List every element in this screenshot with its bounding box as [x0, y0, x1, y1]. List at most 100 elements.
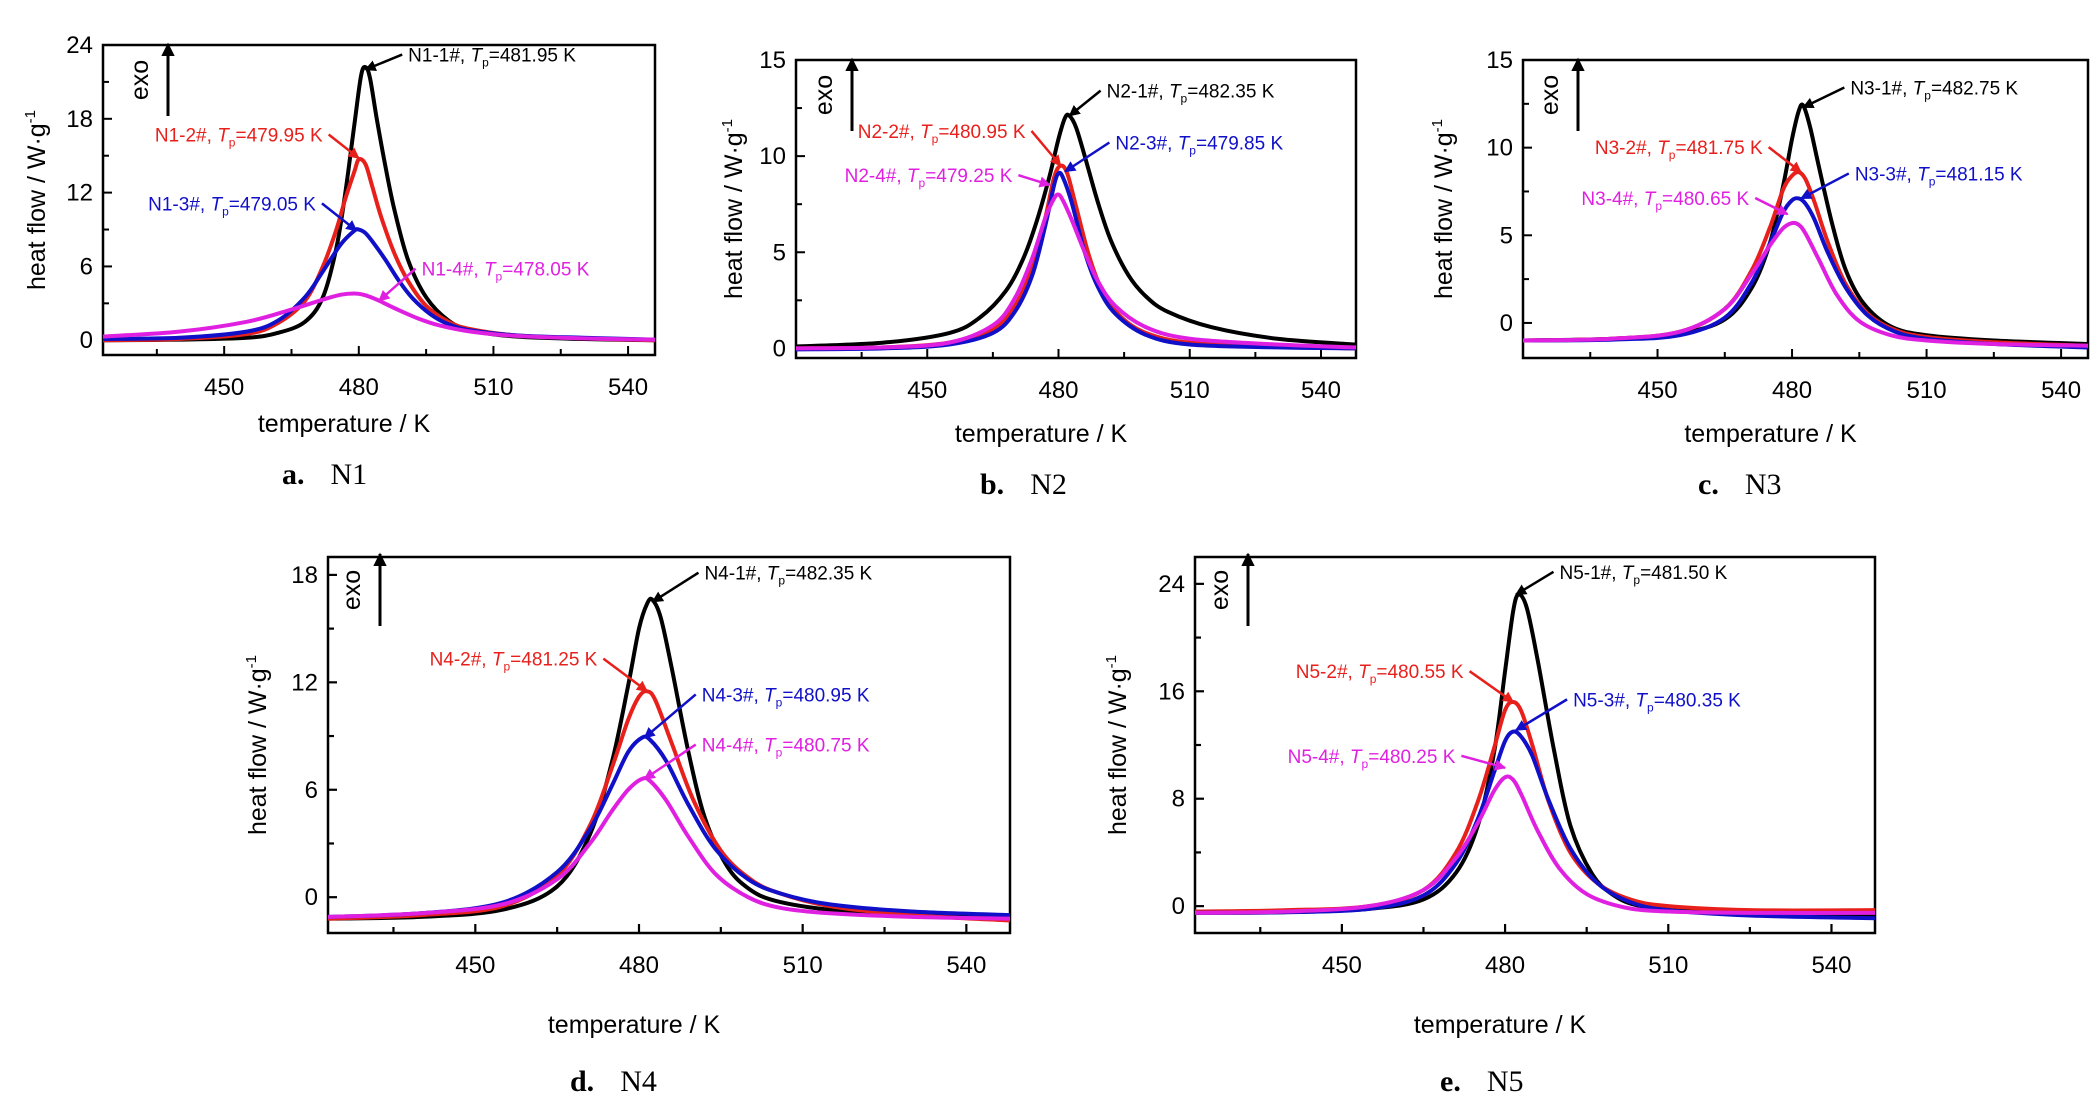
panel-a: 450 480 510 540 0 6 12 18 24 temperature / K heat …	[0, 0, 680, 520]
annotation-label: N2-3#, Tp=479.85 K	[1115, 134, 1283, 158]
y-axis-title: heat flow / W·g-1	[1429, 119, 1458, 299]
series-line-N5-4	[1194, 774, 1876, 915]
x-tick-label: 510	[783, 952, 823, 979]
series-line-N4-1	[327, 596, 1011, 921]
plot-frame	[794, 58, 1358, 360]
annotation-arrow	[1018, 174, 1051, 188]
annotation-series: N2-3#,	[1115, 134, 1177, 155]
x-tick-label: 450	[204, 374, 244, 401]
annotation-tp-value: =482.35 K	[1187, 82, 1274, 103]
x-tick-label: 480	[1772, 377, 1812, 404]
annotation-tp-value: =480.35 K	[1654, 690, 1741, 711]
y-tick-label: 0	[1500, 310, 1513, 337]
y-tick-label: 0	[1172, 893, 1185, 920]
y-tick-label: 5	[1500, 222, 1513, 249]
annotation-arrow	[1030, 130, 1062, 167]
annotation-tp-value: =480.25 K	[1368, 747, 1455, 768]
annotation-tp-symbol: T	[764, 685, 777, 706]
x-tick-label: 540	[1811, 952, 1851, 979]
chart-svg-d: 450 480 510 540 0 6 12 18 temperature / K heat fl…	[243, 552, 1012, 1039]
exo-label: exo	[1536, 75, 1564, 115]
annotation-arrow	[1767, 146, 1802, 174]
annotation-series: N3-4#,	[1581, 189, 1643, 210]
y-axis-title: heat flow / W·g-1	[22, 110, 51, 290]
annotation-tp-subscript: p	[1189, 144, 1196, 158]
annotation-tp-subscript: p	[932, 132, 939, 146]
annotation-label: N4-1#, Tp=482.35 K	[704, 564, 872, 588]
annotation-tp-subscript: p	[1647, 700, 1654, 714]
panel-name-e: N5	[1486, 1065, 1524, 1098]
annotation-tp-subscript: p	[1669, 148, 1676, 162]
annotation-label: N5-1#, Tp=481.50 K	[1559, 563, 1727, 587]
annotation-tp-symbol: T	[767, 564, 780, 585]
annotation-label: N1-1#, Tp=481.95 K	[408, 46, 576, 70]
annotation-series: N1-2#,	[155, 125, 217, 146]
annotation-arrow	[321, 202, 358, 232]
annotation-tp-value: =480.95 K	[938, 122, 1025, 143]
annotation-tp-subscript: p	[1924, 89, 1931, 103]
annotation-series: N1-3#,	[148, 194, 210, 215]
panel-e: 450 480 510 540 0 8 16 24 temperature / K heat fl…	[1070, 545, 1900, 1116]
annotation-label: N3-2#, Tp=481.75 K	[1595, 138, 1763, 162]
panel-caption-b: b. N2	[980, 468, 1067, 502]
annotation-tp-subscript: p	[778, 574, 785, 588]
annotation-tp-value: =478.05 K	[502, 260, 589, 281]
x-axis-title: temperature / K	[548, 1011, 721, 1039]
x-tick-label: 540	[946, 952, 986, 979]
annotation-series: N4-4#,	[702, 736, 764, 757]
y-tick-label: 12	[66, 180, 93, 207]
annotation-series: N2-1#,	[1107, 82, 1169, 103]
series-line-N1-4	[102, 291, 656, 342]
panel-letter-b: b.	[980, 468, 1005, 501]
y-axis-title: heat flow / W·g-1	[1103, 655, 1132, 835]
panel-letter-d: d.	[570, 1065, 595, 1098]
annotation-tp-value: =481.25 K	[510, 650, 597, 671]
annotation-label: N2-4#, Tp=479.25 K	[845, 166, 1013, 190]
annotation-tp-symbol: T	[764, 736, 777, 757]
annotation-arrow	[1068, 89, 1102, 117]
y-tick-label: 6	[80, 253, 93, 280]
x-tick-label: 480	[1038, 377, 1078, 404]
y-tick-label: 10	[1486, 135, 1513, 162]
annotation-tp-subscript: p	[1362, 757, 1369, 771]
y-axis-title: heat flow / W·g-1	[719, 119, 748, 299]
annotation-arrow	[1514, 698, 1568, 732]
annotation-label: N1-2#, Tp=479.95 K	[155, 125, 323, 149]
chart-svg-e: 450 480 510 540 0 8 16 24 temperature / K heat fl…	[1103, 552, 1877, 1039]
plot-frame	[326, 555, 1012, 935]
annotation-series: N5-2#,	[1296, 662, 1358, 683]
x-tick-label: 480	[619, 952, 659, 979]
series-line-N2-2	[795, 163, 1357, 351]
panel-caption-c: c. N3	[1698, 468, 1782, 502]
annotation-tp-symbol: T	[1657, 138, 1670, 159]
y-tick-label: 12	[291, 669, 318, 696]
annotation-arrow	[1064, 141, 1111, 173]
annotation-arrow	[1514, 570, 1555, 596]
x-tick-label: 480	[1485, 952, 1525, 979]
panel-caption-a: a. N1	[282, 458, 367, 492]
annotation-arrow	[1754, 196, 1789, 216]
annotation-tp-subscript: p	[482, 56, 489, 70]
annotation-tp-value: =482.75 K	[1931, 79, 2018, 100]
y-axis-title-main: heat flow / W·g	[720, 132, 748, 299]
panel-name-a: N1	[330, 458, 368, 491]
series-line-N1-3	[102, 227, 656, 342]
annotation-tp-value: =482.35 K	[785, 564, 872, 585]
x-tick-label: 450	[1638, 377, 1678, 404]
panel-letter-a: a.	[282, 458, 305, 491]
y-tick-label: 6	[305, 777, 318, 804]
annotation-tp-value: =479.85 K	[1196, 134, 1283, 155]
y-tick-label: 0	[773, 335, 786, 362]
annotation-tp-subscript: p	[222, 204, 229, 218]
annotation-tp-symbol: T	[1358, 662, 1371, 683]
annotation-label: N3-1#, Tp=482.75 K	[1850, 79, 2018, 103]
x-tick-label: 540	[608, 374, 648, 401]
y-axis-title-superscript: -1	[719, 119, 736, 132]
annotation-series: N1-1#,	[408, 46, 470, 67]
x-tick-label: 450	[907, 377, 947, 404]
annotation-tp-value: =479.25 K	[925, 166, 1012, 187]
series-line-N4-4	[327, 775, 1011, 921]
y-axis-title-main: heat flow / W·g	[244, 668, 272, 835]
series-line-N3-3	[1522, 196, 2089, 350]
